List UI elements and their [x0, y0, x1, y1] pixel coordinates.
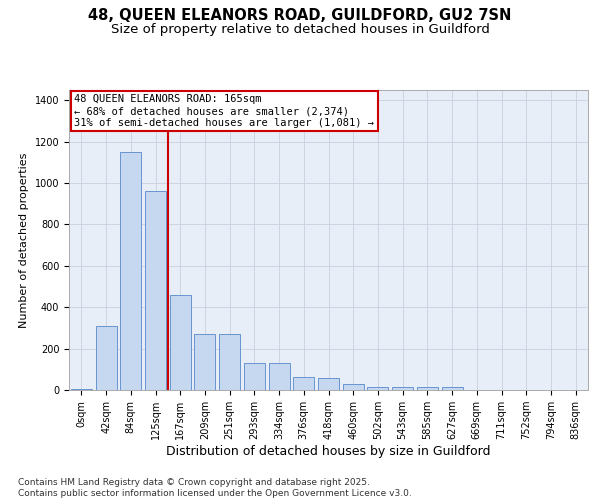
Text: Contains HM Land Registry data © Crown copyright and database right 2025.
Contai: Contains HM Land Registry data © Crown c… — [18, 478, 412, 498]
Bar — [170, 295, 191, 390]
Bar — [95, 326, 116, 390]
Bar — [244, 363, 265, 390]
Text: 48 QUEEN ELEANORS ROAD: 165sqm
← 68% of detached houses are smaller (2,374)
31% : 48 QUEEN ELEANORS ROAD: 165sqm ← 68% of … — [74, 94, 374, 128]
Bar — [392, 387, 413, 390]
Bar — [417, 387, 438, 390]
Bar — [145, 192, 166, 390]
Bar — [367, 387, 388, 390]
Bar — [343, 384, 364, 390]
Bar — [194, 334, 215, 390]
Y-axis label: Number of detached properties: Number of detached properties — [19, 152, 29, 328]
Bar — [71, 389, 92, 390]
Bar — [442, 387, 463, 390]
X-axis label: Distribution of detached houses by size in Guildford: Distribution of detached houses by size … — [166, 445, 491, 458]
Bar — [318, 378, 339, 390]
Text: 48, QUEEN ELEANORS ROAD, GUILDFORD, GU2 7SN: 48, QUEEN ELEANORS ROAD, GUILDFORD, GU2 … — [88, 8, 512, 22]
Bar — [269, 363, 290, 390]
Bar — [219, 334, 240, 390]
Bar — [120, 152, 141, 390]
Bar — [293, 376, 314, 390]
Text: Size of property relative to detached houses in Guildford: Size of property relative to detached ho… — [110, 22, 490, 36]
